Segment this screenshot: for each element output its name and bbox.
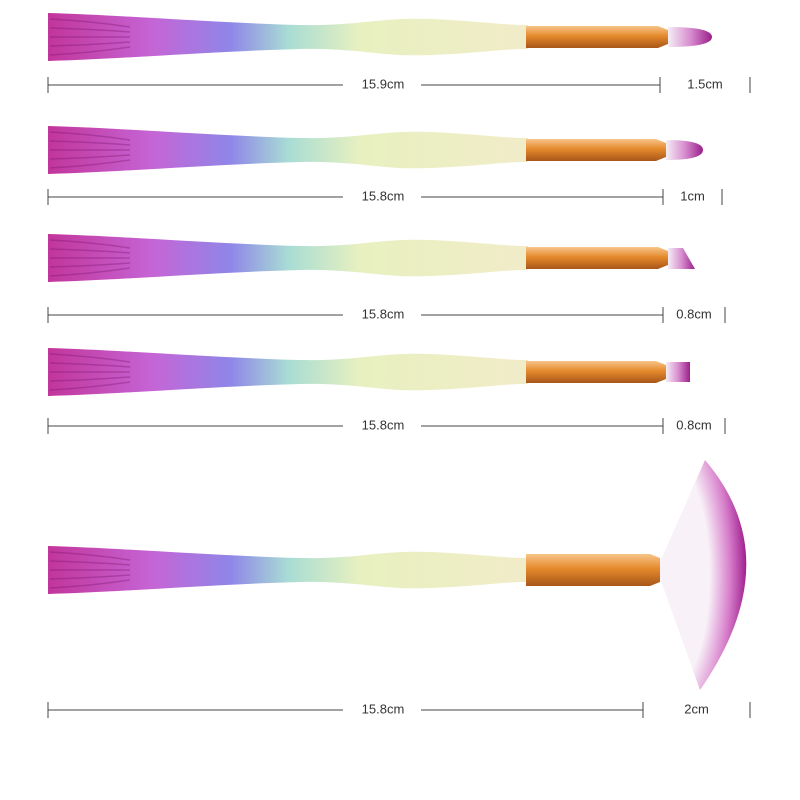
handle-groove [49, 248, 131, 254]
brush-ferrule [526, 139, 666, 161]
handle-groove [49, 574, 131, 580]
brush-ferrule [526, 247, 668, 269]
brush-ferrule [526, 361, 666, 383]
brush-handle [48, 13, 528, 61]
handle-groove [49, 353, 131, 363]
brush-tip [668, 248, 695, 269]
handle-length-label: 15.9cm [362, 76, 405, 91]
handle-length-label: 15.8cm [362, 701, 405, 716]
tip-length-label: 0.8cm [676, 306, 711, 321]
brush-ferrule [526, 554, 660, 586]
tip-length-label: 2cm [684, 701, 709, 716]
handle-groove [49, 560, 131, 566]
brush-fan [660, 460, 747, 690]
handle-groove [49, 579, 131, 589]
handle-length-label: 15.8cm [362, 306, 405, 321]
tip-length-label: 0.8cm [676, 417, 711, 432]
handle-groove [49, 381, 131, 391]
brush-handle [48, 126, 528, 174]
brush-handle [48, 348, 528, 396]
handle-length-label: 15.8cm [362, 188, 405, 203]
handle-groove [49, 131, 131, 141]
handle-groove [49, 140, 131, 146]
brush-handle [48, 234, 528, 282]
handle-groove [49, 41, 131, 47]
handle-groove [49, 267, 131, 277]
handle-groove [49, 551, 131, 561]
handle-groove [49, 239, 131, 249]
handle-groove [49, 154, 131, 160]
handle-groove [49, 27, 131, 33]
brush-tip [666, 362, 690, 382]
tip-length-label: 1.5cm [687, 76, 722, 91]
handle-groove [49, 159, 131, 169]
handle-groove [49, 376, 131, 382]
brush-ferrule [526, 26, 668, 48]
handle-groove [49, 18, 131, 28]
handle-length-label: 15.8cm [362, 417, 405, 432]
handle-groove [49, 46, 131, 56]
tip-length-label: 1cm [680, 188, 705, 203]
handle-groove [49, 262, 131, 268]
brush-handle [48, 546, 528, 594]
handle-groove [49, 362, 131, 368]
brush-tip [668, 27, 712, 47]
brush-tip [666, 140, 703, 160]
